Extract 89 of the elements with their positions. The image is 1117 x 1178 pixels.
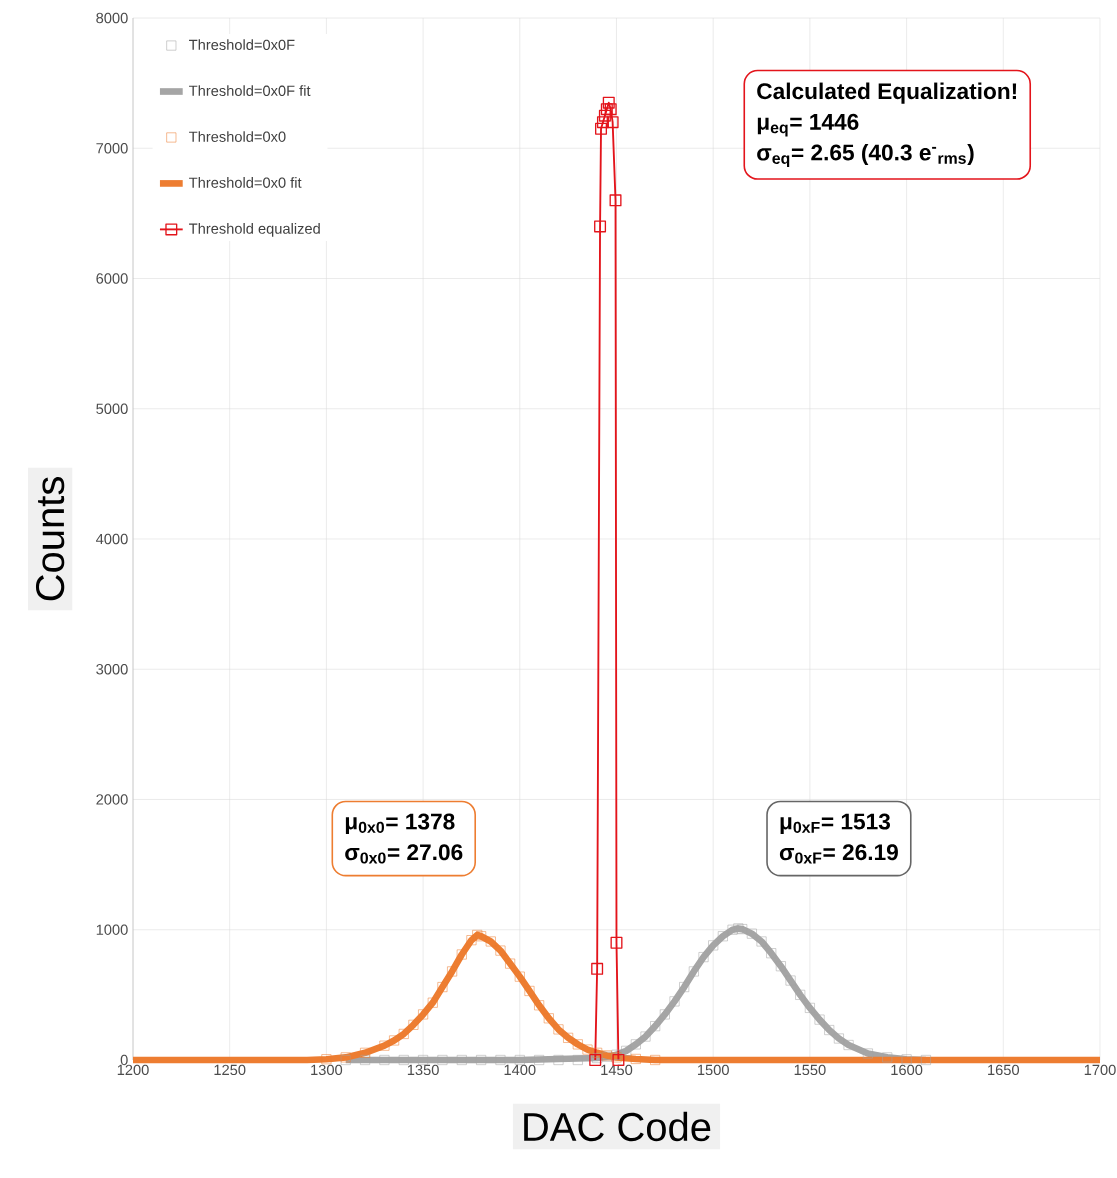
point [476,1055,487,1065]
text: μ$_{0x0}$= 1378 [345,813,455,834]
x-tick-label: 1400 [504,1064,536,1076]
x-tick-label: 1200 [117,1064,149,1076]
x-tick-label: 1500 [697,1064,729,1076]
text: σ$_{0xF}$= 26.19 [779,844,898,864]
point [602,96,615,109]
y-tick-label: 3000 [96,664,128,675]
point [598,109,611,122]
point [379,1040,390,1051]
point [476,931,487,942]
text: μ$_{0xF}$= 1513 [780,813,891,834]
point [398,1055,409,1065]
point [610,936,623,949]
point [495,945,506,956]
point [733,923,744,934]
point [534,1055,545,1065]
point [596,116,609,129]
text: σ$_{0x0}$= 27.06 [345,844,463,864]
y-tick-label: 5000 [96,403,128,414]
x-tick-label: 1250 [214,1064,246,1076]
point [379,1055,390,1065]
point [321,1054,332,1065]
legend-label: Threshold=0x0F fit [189,85,311,96]
point [582,1044,593,1055]
text: μ$_{eq}$= 1446 [757,113,859,137]
x-tick-label: 1700 [1084,1064,1116,1076]
point [447,966,458,977]
point [862,1048,873,1059]
point [591,962,604,975]
point [595,122,608,135]
point [882,1052,893,1063]
y-tick-label: 1000 [96,924,128,935]
point [594,220,607,233]
point [360,1055,371,1065]
point [920,1055,931,1065]
x-tick-label: 1600 [891,1064,923,1076]
x-tick-label: 1550 [794,1064,826,1076]
point [843,1040,854,1050]
text: σ$_{eq}$= 2.65 (40.3 e$^{-}$$_{rms}$) [757,143,974,168]
point [360,1047,371,1058]
point [901,1054,912,1065]
point [495,1055,506,1065]
point [553,1055,564,1065]
point [514,971,525,982]
point [600,103,613,116]
x-tick-label: 1300 [311,1064,343,1076]
y-tick-label: 8000 [96,12,128,24]
y-tick-label: 0 [120,1054,128,1066]
point [456,1055,467,1065]
point [485,936,496,947]
point [427,997,438,1008]
point [456,949,467,960]
point [553,1024,564,1035]
point [572,1039,583,1050]
x-tick-label: 1350 [407,1064,439,1076]
legend-label: Threshold equalized [189,223,320,237]
point [572,1055,583,1065]
y-tick-label: 2000 [96,794,128,805]
point [630,1054,641,1064]
point [650,1055,661,1065]
point [398,1029,409,1039]
point [514,1055,525,1065]
y-tick-label: 6000 [96,273,128,284]
y-tick-label: 4000 [96,533,128,545]
point [604,103,617,116]
point [389,1035,400,1046]
point [418,1009,429,1020]
point [524,986,535,996]
point [418,1055,429,1065]
point [437,1055,448,1065]
point [534,1000,545,1011]
point [609,194,622,207]
legend-label: Threshold=0x0 fit [189,177,302,188]
annotation: Calculated Equalization! [757,82,1017,104]
x-axis-title: DAC Code [524,1111,711,1142]
y-tick-label: 7000 [96,143,128,154]
point [472,930,483,940]
y-axis-title: Counts [35,477,65,601]
x-tick-label: 1650 [988,1064,1020,1076]
point [543,1013,554,1024]
point [669,996,680,1007]
legend-label: Threshold=0x0F [189,39,295,51]
legend-label: Threshold=0x0 [189,131,286,142]
point [592,1047,603,1058]
point [505,958,516,969]
point [606,116,619,129]
point [756,936,767,947]
point [437,982,448,992]
